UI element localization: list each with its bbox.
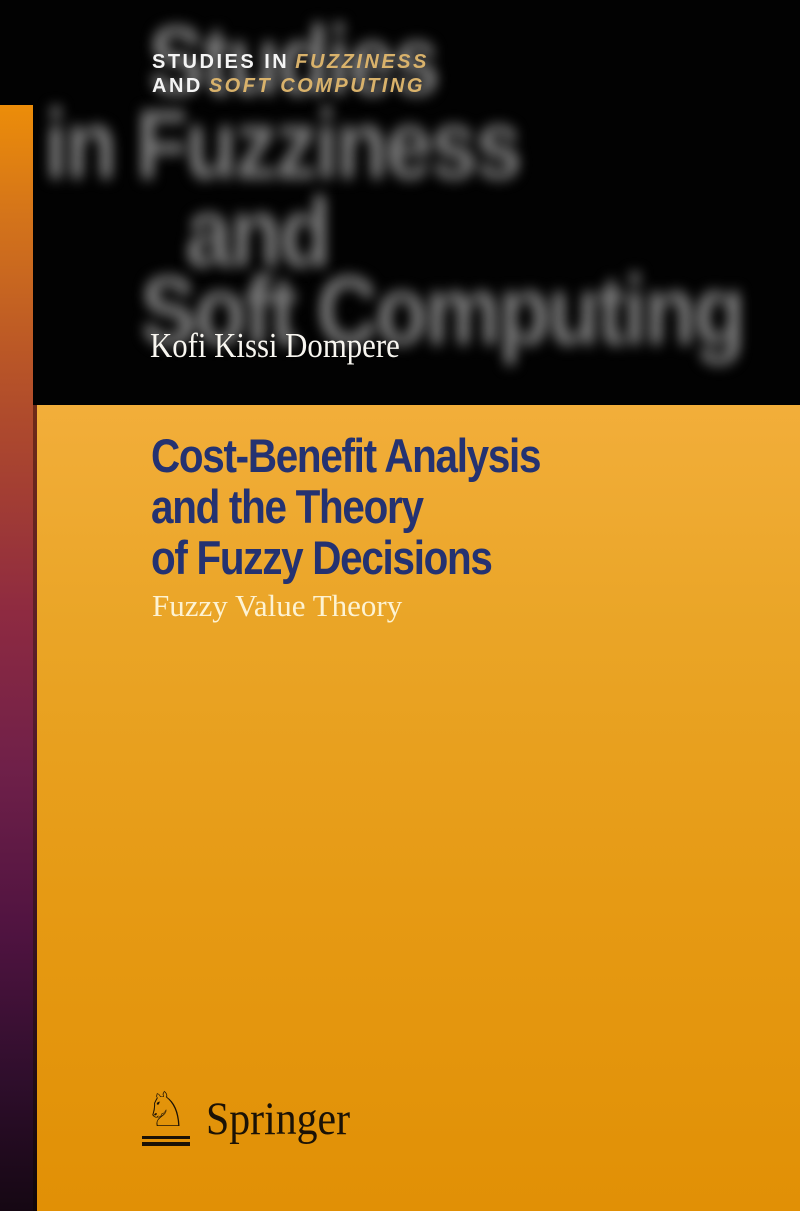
watermark-line-3: and — [185, 178, 331, 287]
watermark-line-4: Soft Computing — [140, 256, 746, 365]
book-title-line-2: and the Theory — [151, 480, 424, 533]
series-title-line-2: AND SOFT COMPUTING — [152, 74, 429, 98]
knight-chess-glyph: ♘ — [144, 1082, 188, 1138]
publisher-name: Springer — [206, 1093, 351, 1145]
logo-base-line-1 — [142, 1136, 190, 1139]
orange-panel — [37, 405, 800, 1211]
springer-knight-icon: ♘ — [140, 1086, 192, 1146]
book-title-line-3: of Fuzzy Decisions — [151, 531, 493, 584]
series-title-highlight: SOFT COMPUTING — [208, 75, 425, 97]
author-name: Kofi Kissi Dompere — [150, 326, 400, 365]
watermark-layer: Studies in Fuzziness and Soft Computing — [0, 0, 800, 405]
series-title-highlight: FUZZINESS — [295, 51, 429, 73]
watermark-line-2: in Fuzziness — [44, 90, 522, 199]
series-title-line-1: STUDIES IN FUZZINESS — [152, 50, 429, 74]
watermark-line-1: Studies — [148, 6, 440, 115]
book-title-line-1: Cost-Benefit Analysis — [151, 429, 541, 482]
series-title-regular: AND — [152, 75, 203, 97]
series-title-regular: STUDIES IN — [152, 51, 290, 73]
book-subtitle: Fuzzy Value Theory — [152, 588, 403, 623]
stripe-divider — [33, 405, 37, 1211]
book-title: Cost-Benefit Analysis and the Theory of … — [151, 429, 541, 584]
publisher-logo: ♘ Springer — [140, 1086, 368, 1146]
series-title: STUDIES IN FUZZINESS AND SOFT COMPUTING — [152, 50, 429, 98]
logo-base-line-2 — [142, 1142, 190, 1146]
left-gradient-stripe — [0, 105, 33, 1211]
